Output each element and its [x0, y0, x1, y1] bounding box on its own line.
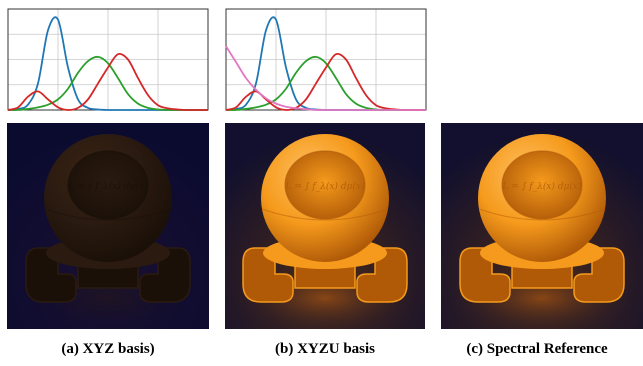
sphere-seam — [261, 208, 389, 221]
sphere-equation: L = ∫ f_λ(x) dμ(x) — [68, 181, 148, 192]
render-xyzu-svg: L = ∫ f_λ(x) dμ(x) — [225, 123, 425, 329]
chart-xyzu-svg — [225, 8, 427, 111]
stand-foot — [356, 247, 408, 303]
sphere-equation: L = ∫ f_λ(x) dμ(x) — [502, 181, 582, 192]
chart-series-line — [7, 52, 208, 111]
material-test-object: L = ∫ f_λ(x) dμ(x) — [242, 134, 408, 303]
stand-foot — [139, 247, 191, 303]
sphere-seam — [478, 208, 606, 221]
caption-spectral-reference: (c) Spectral Reference — [466, 341, 608, 357]
chart-xyzu-basis — [225, 8, 427, 111]
material-test-object: L = ∫ f_λ(x) dμ(x) — [459, 134, 625, 303]
stand-foot — [242, 247, 294, 303]
caption-xyzu-basis: (b) XYZU basis — [274, 341, 376, 357]
render-xyz-basis: L = ∫ f_λ(x) dμ(x) — [7, 123, 209, 329]
chart-grid — [8, 9, 208, 110]
stand-foot — [459, 247, 511, 303]
sphere-seam — [44, 208, 172, 221]
stand-foot — [573, 247, 625, 303]
render-xyz-svg: L = ∫ f_λ(x) dμ(x) — [7, 123, 209, 329]
render-spectral-svg: L = ∫ f_λ(x) dμ(x) — [441, 123, 643, 329]
chart-xyz-svg — [7, 8, 209, 111]
object-stand — [25, 237, 191, 303]
chart-grid — [226, 9, 426, 110]
sphere-inner-disc — [284, 150, 366, 220]
stand-foot — [25, 247, 77, 303]
chart-xyz-basis — [7, 8, 209, 111]
caption-xyz-basis: (a) XYZ basis) — [61, 341, 155, 357]
sphere-inner-disc — [67, 150, 149, 220]
sphere-inner-disc — [501, 150, 583, 220]
sphere-equation: L = ∫ f_λ(x) dμ(x) — [285, 181, 365, 192]
material-test-object: L = ∫ f_λ(x) dμ(x) — [25, 134, 191, 303]
render-xyzu-basis: L = ∫ f_λ(x) dμ(x) — [225, 123, 425, 329]
chart-series-line — [225, 45, 426, 111]
render-spectral-reference: L = ∫ f_λ(x) dμ(x) — [441, 123, 643, 329]
